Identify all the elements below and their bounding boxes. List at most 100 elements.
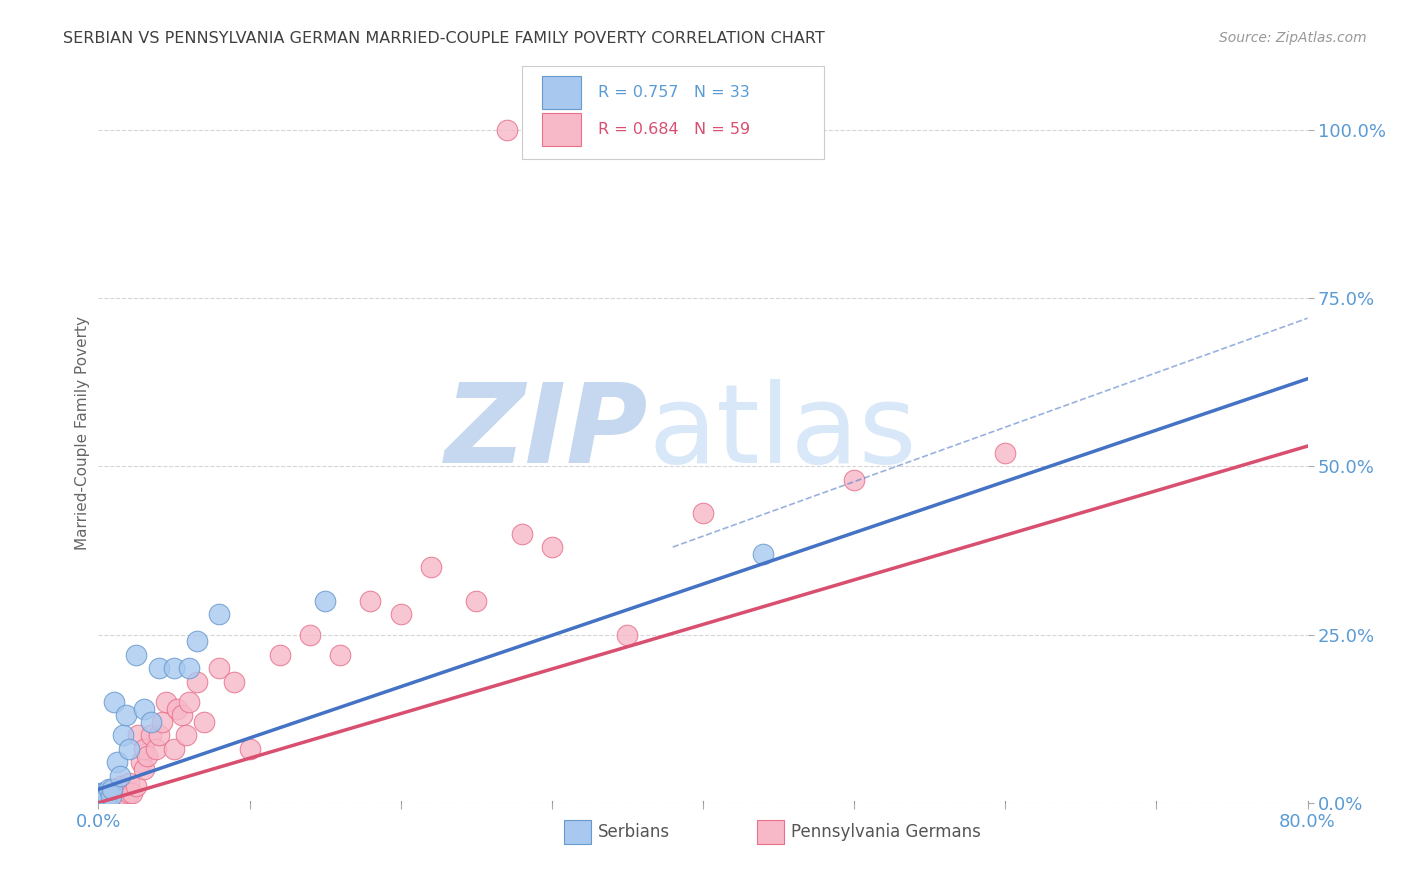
Point [224, 674, 246, 689]
Point [107, 789, 129, 803]
Point [299, 627, 322, 641]
Bar [543, 112, 581, 146]
Point [269, 648, 291, 662]
Point [166, 701, 188, 715]
Point [91, 792, 114, 806]
Text: SERBIAN VS PENNSYLVANIA GERMAN MARRIED-COUPLE FAMILY POVERTY CORRELATION CHART: SERBIAN VS PENNSYLVANIA GERMAN MARRIED-C… [63, 31, 825, 46]
Point [91, 789, 114, 803]
Point [179, 695, 201, 709]
Point [101, 789, 124, 803]
Text: Source: ZipAtlas.com: Source: ZipAtlas.com [1219, 31, 1367, 45]
Point [103, 782, 125, 797]
Point [90, 789, 112, 803]
Point [420, 560, 443, 574]
Point [93, 792, 115, 806]
Point [118, 786, 141, 800]
Point [132, 742, 155, 756]
Point [94, 789, 117, 803]
Point [100, 786, 122, 800]
Point [360, 594, 382, 608]
Point [170, 708, 193, 723]
Point [94, 792, 117, 806]
Point [465, 594, 488, 608]
Point [193, 714, 215, 729]
Text: ZIP: ZIP [446, 379, 648, 486]
Point [994, 446, 1017, 460]
Point [89, 792, 111, 806]
Point [239, 742, 262, 756]
Point [510, 526, 533, 541]
Point [105, 786, 128, 800]
Bar [564, 820, 591, 844]
Point [89, 786, 111, 800]
Point [101, 782, 124, 797]
Point [174, 729, 197, 743]
Point [108, 769, 131, 783]
Point [89, 792, 111, 806]
Point [179, 661, 201, 675]
Point [91, 786, 114, 800]
Text: R = 0.757   N = 33: R = 0.757 N = 33 [598, 85, 749, 100]
Point [692, 507, 714, 521]
Point [91, 792, 114, 806]
Point [96, 792, 118, 806]
Point [148, 661, 170, 675]
Point [114, 708, 136, 723]
Text: atlas: atlas [648, 379, 917, 486]
Point [150, 714, 173, 729]
Point [314, 594, 336, 608]
Text: R = 0.684   N = 59: R = 0.684 N = 59 [598, 121, 749, 136]
Point [389, 607, 412, 622]
Point [127, 729, 149, 743]
Point [118, 742, 141, 756]
Point [135, 748, 157, 763]
Point [163, 661, 186, 675]
Point [141, 714, 163, 729]
Point [163, 742, 186, 756]
Bar [758, 820, 785, 844]
Point [111, 729, 134, 743]
Point [93, 789, 115, 803]
Point [121, 786, 143, 800]
Point [118, 775, 141, 789]
Point [540, 540, 562, 554]
Point [90, 792, 112, 806]
Bar [543, 76, 581, 109]
Point [145, 742, 167, 756]
Point [844, 473, 866, 487]
Point [105, 756, 128, 770]
Point [91, 789, 114, 803]
Text: Pennsylvania Germans: Pennsylvania Germans [792, 822, 981, 840]
Point [94, 792, 117, 806]
Point [90, 789, 112, 803]
Point [98, 789, 121, 803]
Point [329, 648, 352, 662]
Point [96, 789, 118, 803]
Point [186, 674, 208, 689]
FancyBboxPatch shape [522, 66, 824, 159]
Point [103, 792, 125, 806]
Point [208, 607, 231, 622]
Point [110, 779, 132, 793]
Point [129, 756, 152, 770]
Point [132, 701, 155, 715]
Y-axis label: Married-Couple Family Poverty: Married-Couple Family Poverty [75, 316, 90, 549]
Point [103, 695, 125, 709]
Point [155, 695, 177, 709]
Point [125, 779, 148, 793]
Point [96, 789, 118, 803]
Point [93, 789, 115, 803]
Point [148, 729, 170, 743]
Point [752, 547, 775, 561]
Point [90, 792, 112, 806]
Point [132, 762, 155, 776]
Point [616, 627, 638, 641]
Point [186, 634, 208, 648]
Point [495, 122, 517, 136]
Point [93, 792, 115, 806]
Point [89, 789, 111, 803]
Point [98, 782, 121, 797]
Point [94, 786, 117, 800]
Point [94, 786, 117, 800]
Point [110, 786, 132, 800]
